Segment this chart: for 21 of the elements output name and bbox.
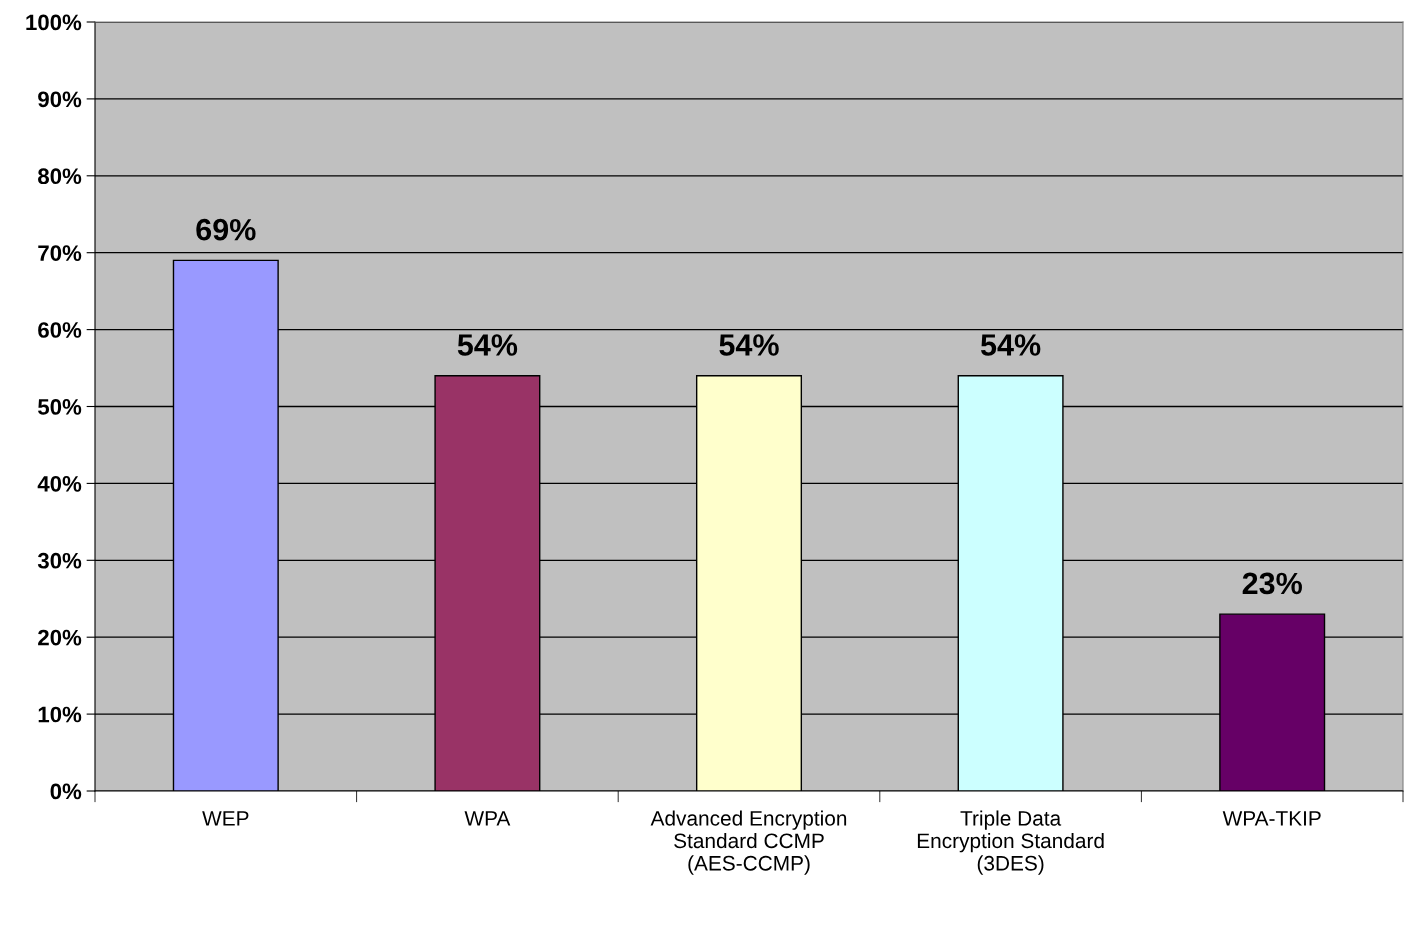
data-label: 54%: [719, 334, 779, 356]
data-label: 69%: [196, 218, 256, 241]
x-tick-label: Advanced Encryption Standard CCMP (AES-CCMP): [650, 810, 847, 875]
x-tick-label: WPA-TKIP: [1222, 811, 1321, 826]
y-tick-label: 30%: [37, 552, 82, 569]
y-tick-label: 70%: [38, 245, 82, 261]
y-tick-label: 40%: [37, 475, 82, 492]
y-tick-label: 10%: [38, 706, 82, 723]
x-tick-label: WPA: [464, 811, 511, 826]
x-tick-label: WEP: [202, 811, 249, 826]
y-tick-label: 60%: [38, 322, 82, 338]
data-label: 54%: [980, 334, 1041, 356]
y-tick-label: 100%: [26, 14, 82, 31]
y-tick-label: 50%: [38, 399, 82, 415]
y-tick-label: 90%: [38, 91, 82, 108]
data-label: 23%: [1242, 572, 1302, 595]
y-tick-label: 80%: [38, 168, 82, 185]
y-tick-label: 20%: [38, 629, 82, 646]
x-tick-label: Triple Data Encryption Standard (3DES): [917, 810, 1104, 875]
data-label: 54%: [457, 334, 518, 356]
y-tick-label: 0%: [50, 783, 82, 800]
